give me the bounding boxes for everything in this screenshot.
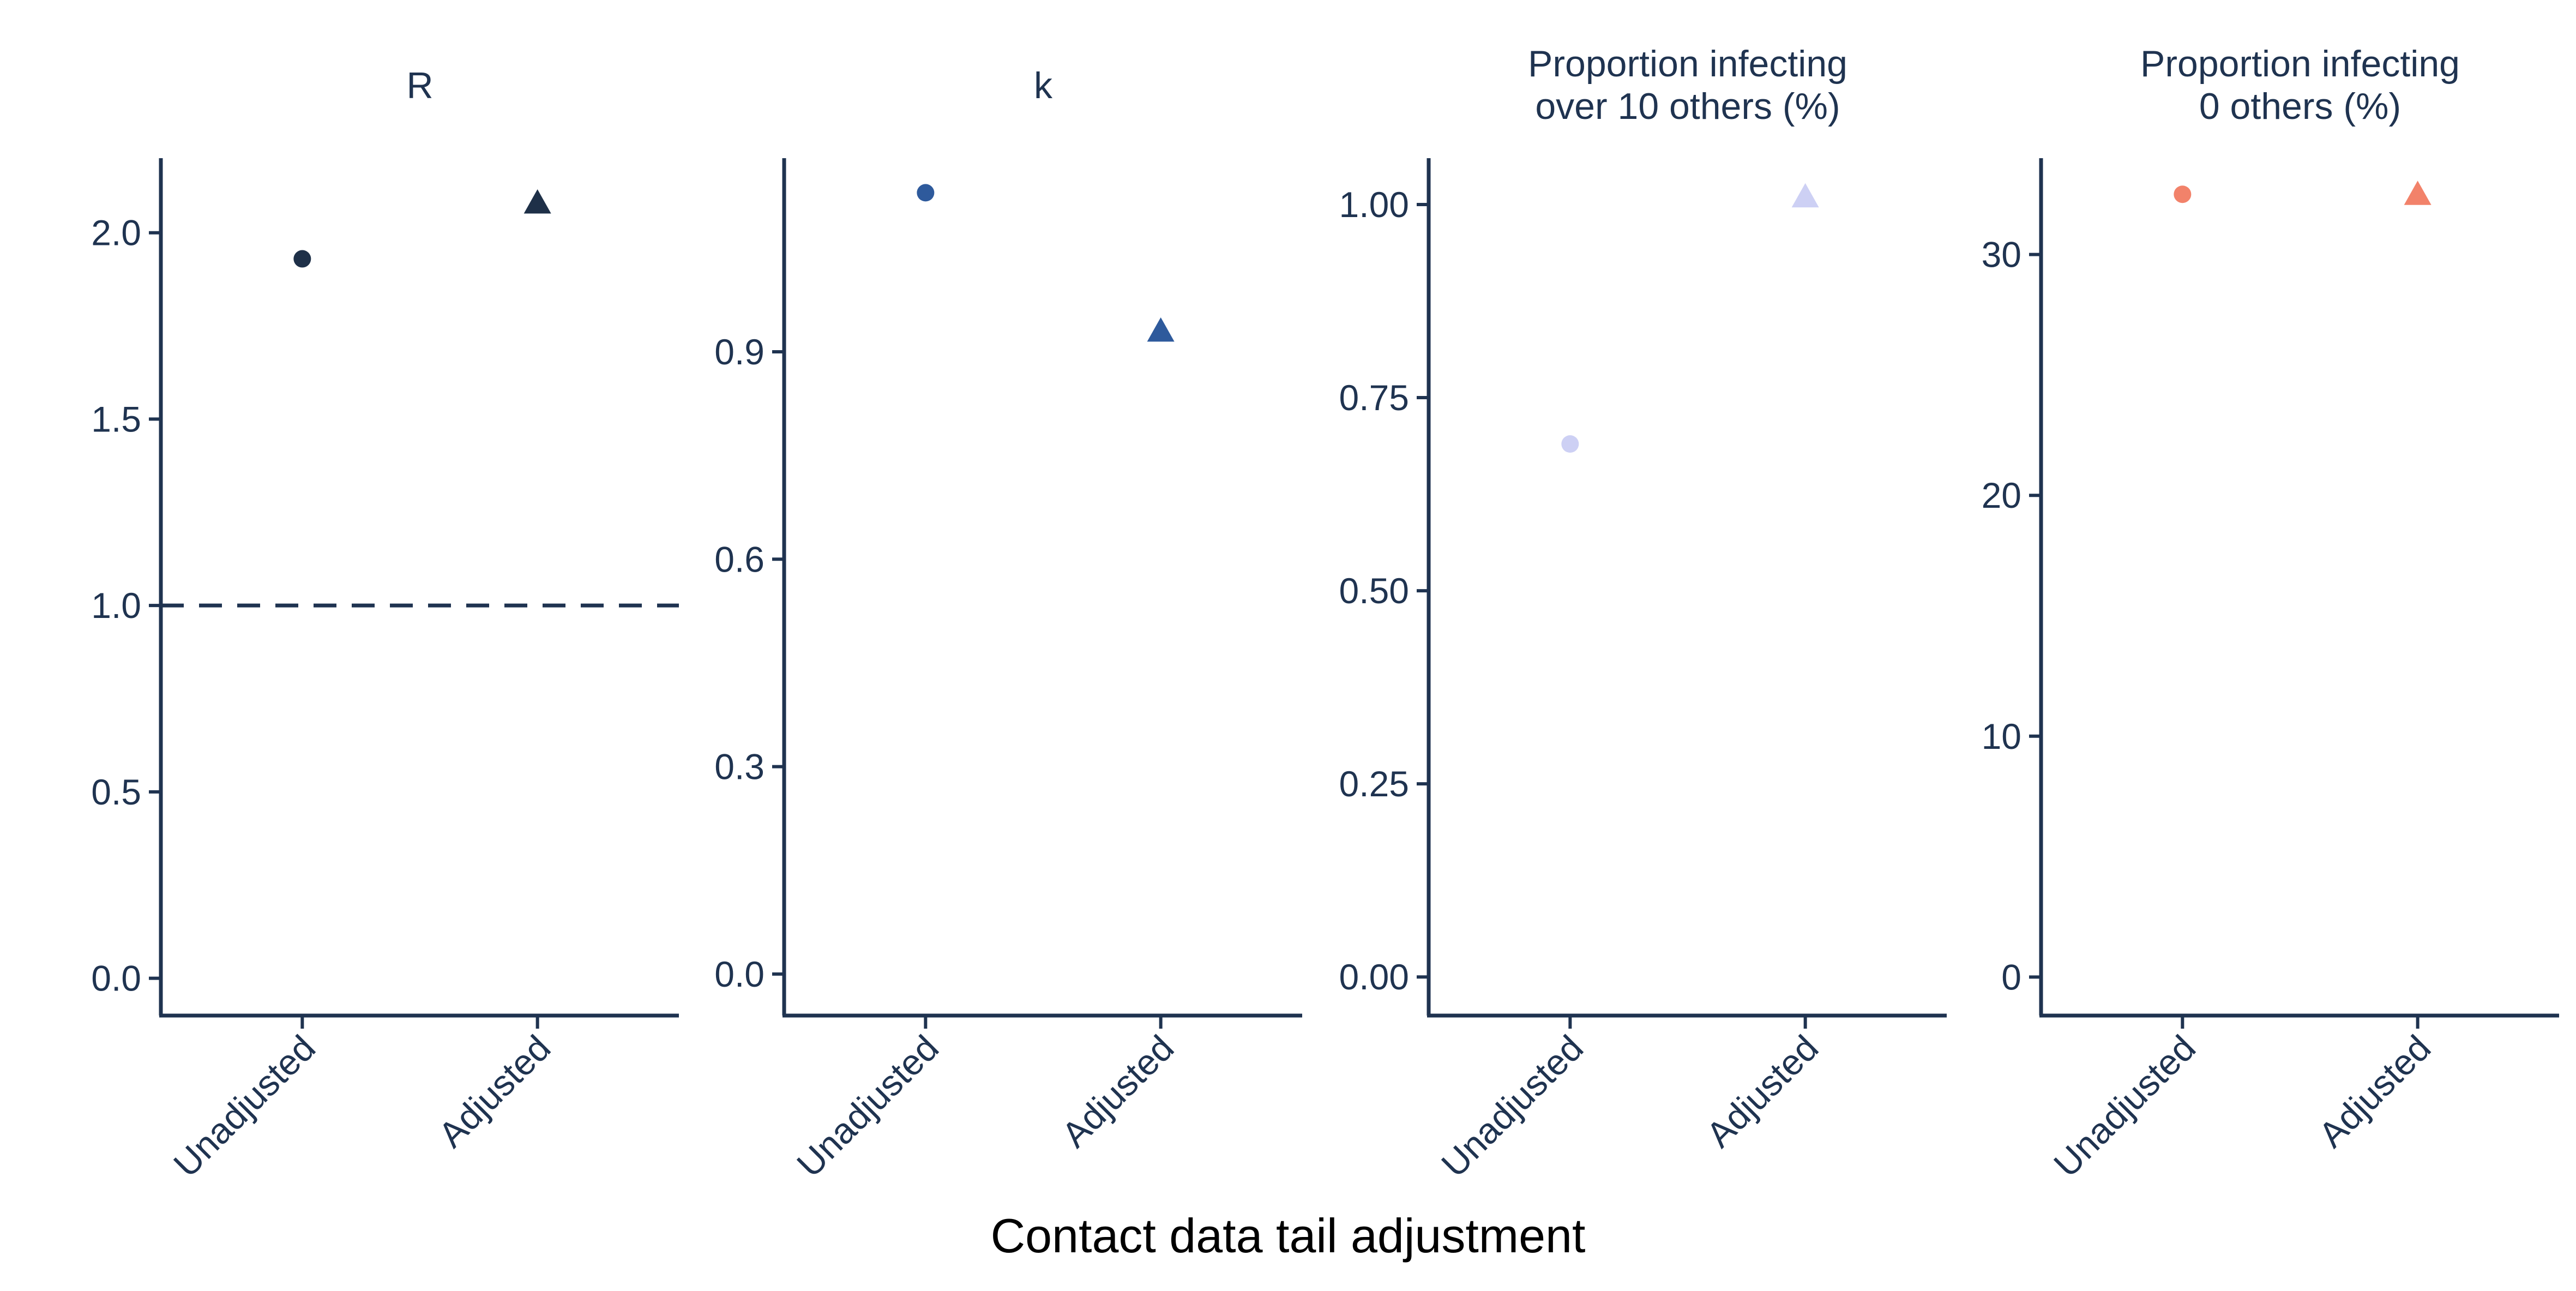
y-tick-label: 0.50 — [1339, 571, 1409, 611]
x-tick-label: Unadjusted — [2046, 1028, 2203, 1185]
y-tick-label: 0.0 — [714, 954, 765, 994]
data-point-adjusted — [1147, 317, 1175, 342]
facet-title-line: R — [406, 65, 433, 106]
data-point-adjusted — [2404, 181, 2431, 205]
x-tick-label: Unadjusted — [1434, 1028, 1591, 1185]
y-tick-label: 0.25 — [1339, 764, 1409, 804]
facet-title-line: Proportion infecting — [1528, 43, 1847, 85]
y-tick-label: 0.3 — [714, 747, 765, 787]
data-point-unadjusted — [917, 184, 935, 202]
y-tick-label: 20 — [1982, 475, 2021, 515]
y-tick-label: 0 — [2001, 957, 2021, 997]
facet-title-line: over 10 others (%) — [1535, 86, 1840, 127]
y-tick-label: 1.5 — [91, 399, 141, 439]
facet-title-line: k — [1034, 65, 1053, 106]
y-tick-label: 0.6 — [714, 539, 765, 579]
x-tick-label: Unadjusted — [789, 1028, 946, 1185]
y-tick-label: 0.5 — [91, 772, 141, 812]
y-tick-label: 1.0 — [91, 585, 141, 626]
y-tick-label: 0.75 — [1339, 377, 1409, 418]
y-tick-label: 0.0 — [91, 958, 141, 999]
y-tick-label: 1.00 — [1339, 184, 1409, 225]
x-tick-label: Unadjusted — [166, 1028, 323, 1185]
x-tick-label: Adjusted — [431, 1028, 558, 1155]
y-tick-label: 30 — [1982, 235, 2021, 275]
data-point-adjusted — [1791, 183, 1819, 208]
x-tick-label: Adjusted — [1699, 1028, 1826, 1155]
data-point-unadjusted — [293, 250, 311, 268]
y-tick-label: 2.0 — [91, 213, 141, 253]
x-tick-label: Adjusted — [2311, 1028, 2439, 1155]
y-tick-label: 10 — [1982, 716, 2021, 756]
data-point-adjusted — [523, 189, 551, 214]
facet-title-line: Proportion infecting — [2140, 43, 2460, 85]
data-point-unadjusted — [2174, 185, 2192, 203]
facet-title-line: 0 others (%) — [2199, 86, 2401, 127]
data-point-unadjusted — [1561, 435, 1579, 453]
y-tick-label: 0.9 — [714, 332, 765, 372]
y-tick-label: 0.00 — [1339, 957, 1409, 997]
x-tick-label: Adjusted — [1054, 1028, 1182, 1155]
x-axis-title: Contact data tail adjustment — [991, 1209, 1586, 1263]
